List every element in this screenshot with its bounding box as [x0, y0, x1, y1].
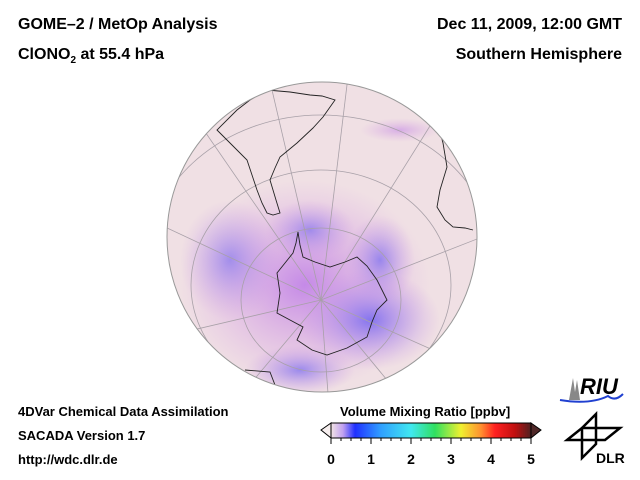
colorbar-tick-label: 3: [447, 451, 455, 467]
species-subscript: 2: [70, 55, 77, 67]
concentration-field: [167, 82, 477, 392]
coastlines: [216, 89, 474, 386]
globe-outline: [166, 81, 478, 393]
graticule: [167, 82, 477, 392]
south-america: [216, 89, 336, 216]
colorbar-under-arrow: [320, 422, 332, 440]
colorbar-ticks: [330, 438, 532, 444]
colorbar-tick-label: 5: [527, 451, 535, 467]
footer-method: 4DVar Chemical Data Assimilation: [18, 404, 229, 419]
dlr-logo-text: DLR: [596, 450, 625, 466]
footer-url[interactable]: http://wdc.dlr.de: [18, 452, 118, 467]
title: GOME–2 / MetOp Analysis: [18, 16, 218, 33]
species-suffix: at 55.4 hPa: [76, 46, 165, 63]
colorbar-over-arrow: [530, 422, 542, 440]
species-label: ClONO2 at 55.4 hPa: [18, 46, 164, 66]
africa: [429, 94, 474, 231]
date-label: Dec 11, 2009, 12:00 GMT: [437, 16, 622, 33]
riu-logo: [559, 378, 624, 403]
colorbar-tick-label: 0: [327, 451, 335, 467]
colorbar-tick-label: 1: [367, 451, 375, 467]
footer-version: SACADA Version 1.7: [18, 428, 146, 443]
colorbar-tick-label: 2: [407, 451, 415, 467]
colorbar-gradient: [330, 422, 532, 439]
antarctica: [276, 231, 388, 356]
species-prefix: ClONO: [18, 46, 71, 63]
australia-fragment: [244, 369, 276, 386]
colorbar-tick-label: 4: [487, 451, 495, 467]
colorbar-title: Volume Mixing Ratio [ppbv]: [340, 404, 511, 419]
dlr-logo: [563, 410, 624, 462]
riu-logo-text: RIU: [580, 374, 619, 399]
colorbar: [320, 422, 542, 444]
region-label: Southern Hemisphere: [455, 46, 622, 63]
